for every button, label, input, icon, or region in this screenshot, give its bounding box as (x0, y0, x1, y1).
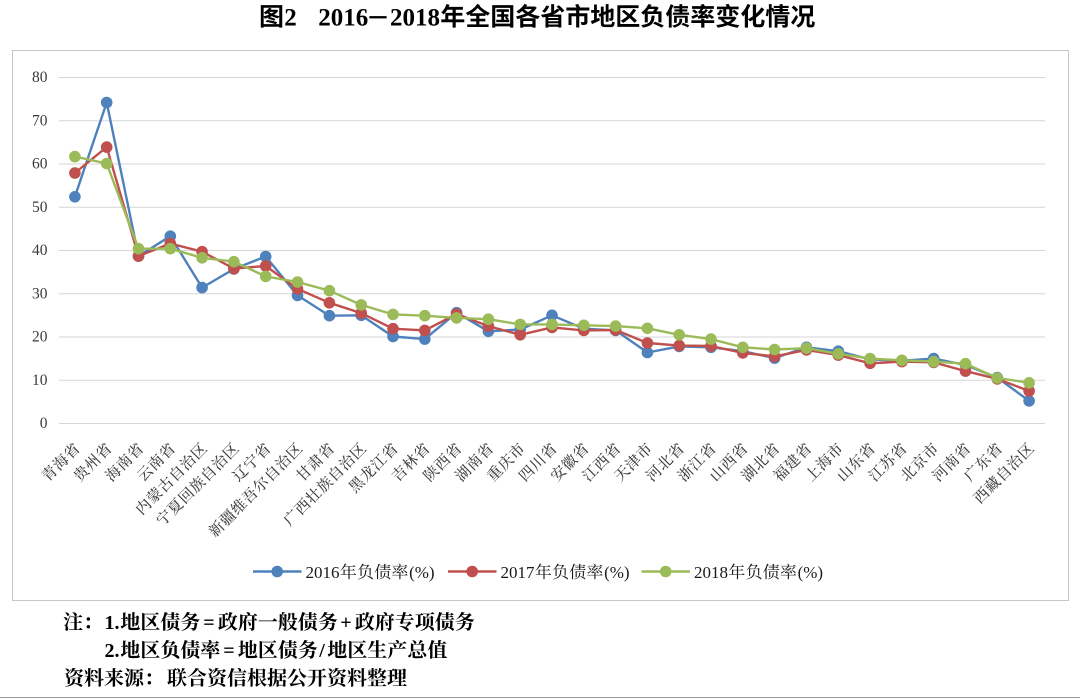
svg-text:2018: 2018 (694, 563, 728, 582)
svg-text:0: 0 (40, 415, 48, 432)
svg-text:2016: 2016 (306, 563, 340, 582)
svg-text:20: 20 (32, 329, 48, 346)
svg-text:2018: 2018 (390, 4, 440, 31)
svg-text:2017: 2017 (501, 563, 536, 582)
svg-text:70: 70 (32, 113, 48, 130)
svg-text:/: / (318, 640, 325, 662)
svg-text:40: 40 (32, 242, 48, 259)
svg-text:2016: 2016 (318, 4, 368, 31)
svg-text:(%): (%) (604, 563, 629, 582)
svg-text:1.: 1. (105, 612, 120, 634)
svg-text:(%): (%) (798, 563, 823, 582)
svg-text:+: + (340, 612, 351, 634)
svg-text:50: 50 (32, 199, 48, 216)
svg-text:30: 30 (32, 285, 48, 302)
svg-text:=: = (203, 612, 214, 634)
svg-text:10: 10 (32, 372, 48, 389)
svg-text:2.: 2. (105, 640, 120, 662)
svg-text:(%): (%) (409, 563, 434, 582)
svg-text:=: = (223, 640, 234, 662)
svg-text:60: 60 (32, 156, 48, 173)
svg-text:2: 2 (284, 4, 297, 31)
svg-text:80: 80 (32, 69, 48, 86)
